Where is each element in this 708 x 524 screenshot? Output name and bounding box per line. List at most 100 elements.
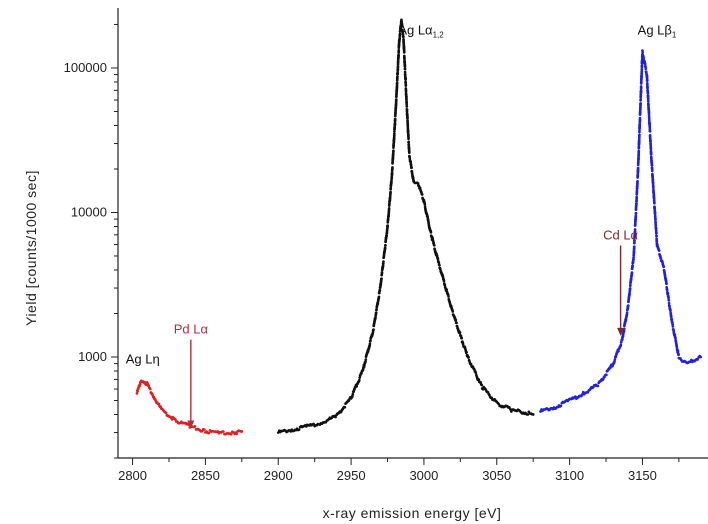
data-point <box>416 182 420 185</box>
data-point <box>396 75 399 78</box>
data-point <box>633 228 637 231</box>
data-point <box>385 234 388 238</box>
data-point <box>696 358 699 361</box>
x-tick-label: 2900 <box>264 468 293 483</box>
data-point <box>455 321 458 325</box>
data-point <box>644 67 648 71</box>
data-point <box>665 288 669 292</box>
data-point <box>630 271 634 274</box>
data-point <box>403 60 407 64</box>
data-point <box>404 78 407 81</box>
data-point <box>651 181 655 185</box>
data-point <box>401 30 405 34</box>
annotation-label: Cd Lα <box>603 228 638 243</box>
data-point <box>635 195 639 199</box>
data-point <box>677 353 681 356</box>
data-point <box>632 245 636 249</box>
data-point <box>635 189 639 193</box>
x-tick-label: 3000 <box>409 468 438 483</box>
y-tick-label: 10000 <box>71 204 107 219</box>
data-point <box>351 392 355 396</box>
data-point <box>651 178 655 181</box>
data-point <box>407 137 410 141</box>
data-point <box>393 117 397 121</box>
data-point <box>636 167 640 170</box>
data-point <box>397 48 401 52</box>
annotation-arrowhead <box>187 420 195 429</box>
data-point <box>392 149 395 153</box>
data-point <box>646 97 650 101</box>
data-point <box>436 257 440 261</box>
data-point <box>646 86 649 90</box>
data-point <box>632 256 635 260</box>
data-point <box>619 340 623 344</box>
data-point <box>438 263 441 267</box>
x-axis-title: x-ray emission energy [eV] <box>323 505 502 521</box>
data-point <box>391 166 394 169</box>
data-point <box>639 102 642 105</box>
data-point <box>377 295 381 299</box>
data-point <box>634 211 638 215</box>
data-point <box>559 404 563 408</box>
data-point <box>596 384 600 388</box>
data-point <box>380 277 383 281</box>
axes: 2800 2850 2900 2950 3000 3050 3100 3150 1000 1000… <box>64 8 708 483</box>
data-point <box>390 175 394 179</box>
annotation-label: Pd Lα <box>174 322 209 337</box>
data-point <box>407 151 411 155</box>
data-point <box>312 422 315 426</box>
series-2 <box>276 18 535 434</box>
data-point <box>655 235 658 238</box>
data-point <box>526 413 530 416</box>
y-axis-title: Yield [counts/1000 sec] <box>23 170 39 326</box>
y-tick-label: 1000 <box>78 349 107 364</box>
data-point <box>387 206 391 210</box>
data-point <box>403 65 407 68</box>
data-point <box>634 214 638 218</box>
data-point <box>668 304 671 308</box>
data-point <box>164 411 168 415</box>
data-point <box>193 425 197 428</box>
data-point <box>403 67 407 71</box>
data-point <box>357 378 361 382</box>
data-point <box>655 231 658 235</box>
data-point <box>229 432 233 436</box>
data-point <box>297 428 301 432</box>
data-point <box>221 430 225 433</box>
data-point <box>617 349 620 353</box>
data-point <box>657 249 661 253</box>
data-point <box>406 116 409 120</box>
data-point <box>405 105 409 108</box>
data-point <box>638 133 641 137</box>
data-point <box>443 283 447 287</box>
data-point <box>667 301 671 305</box>
series-3 <box>539 49 703 413</box>
data-point <box>666 292 670 295</box>
data-point <box>378 288 382 292</box>
data-point <box>398 32 402 36</box>
data-point <box>637 149 641 153</box>
data-point <box>396 65 400 68</box>
data-point <box>203 428 206 431</box>
data-point <box>639 88 643 92</box>
x-tick-label: 2850 <box>191 468 220 483</box>
data-point <box>148 387 152 391</box>
data-point <box>643 62 647 66</box>
data-point <box>651 185 655 189</box>
data-point <box>445 288 449 291</box>
data-point <box>649 147 653 151</box>
data-point <box>401 32 405 36</box>
data-point <box>404 84 408 87</box>
data-point <box>389 190 392 194</box>
annotation-label: Ag Lα1,2 <box>398 23 444 40</box>
data-point <box>386 224 390 228</box>
data-point <box>410 166 413 170</box>
x-tick-label: 3150 <box>628 468 657 483</box>
data-point <box>375 308 378 311</box>
data-point <box>674 336 677 340</box>
data-point <box>626 304 630 307</box>
data-point <box>646 91 650 95</box>
data-point <box>383 246 387 250</box>
data-point <box>669 315 673 318</box>
